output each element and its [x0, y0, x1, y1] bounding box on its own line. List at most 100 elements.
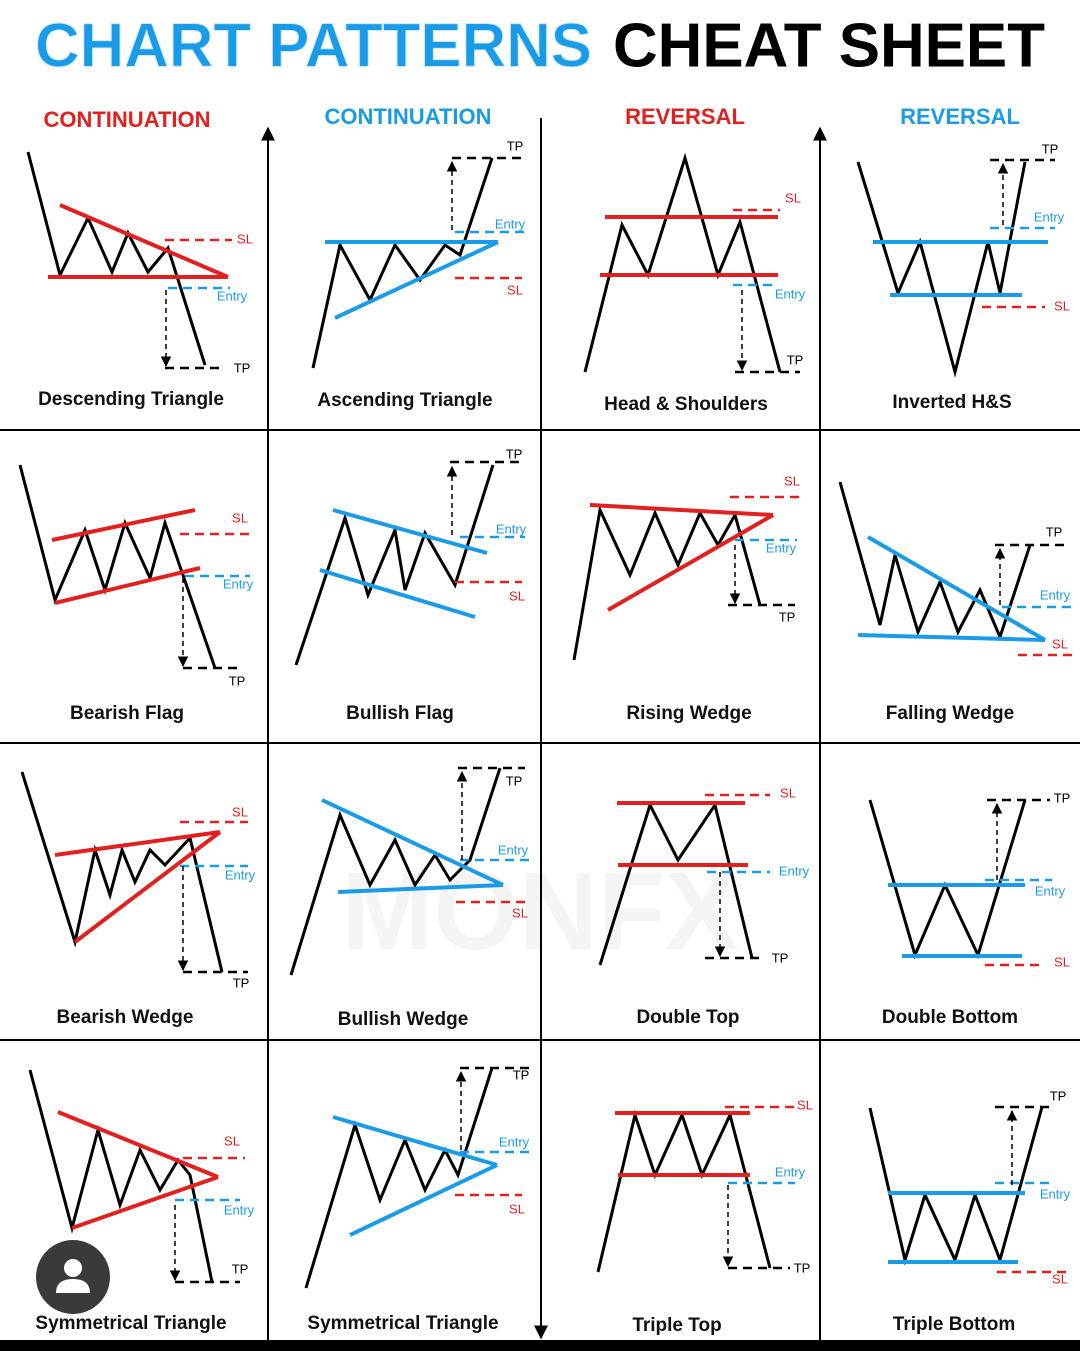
pattern-cell: SL Entry TP Head & Shoulders [583, 152, 806, 415]
grid-lines [0, 118, 1080, 1340]
pattern-line [51, 508, 196, 542]
pattern-cell: SL Entry TP Bearish Wedge [20, 771, 256, 1028]
pattern-cell: SL Entry TP Bearish Flag [18, 464, 254, 724]
sl-label: SL [509, 1201, 525, 1216]
tp-label: TP [772, 950, 789, 965]
price-path [28, 1069, 214, 1283]
sl-label: SL [232, 804, 248, 819]
pattern-line [59, 203, 229, 279]
pattern-line [332, 1115, 498, 1167]
price-path [583, 152, 782, 373]
tp-label: TP [1046, 524, 1063, 539]
entry-label: Entry [1040, 587, 1071, 602]
pattern-name: Falling Wedge [886, 703, 1014, 724]
pattern-cell: SL Entry TP Double Bottom [868, 790, 1071, 1028]
pattern-line [866, 535, 1047, 642]
avatar-head [64, 1259, 82, 1277]
entry-label: Entry [495, 216, 526, 231]
price-path [311, 157, 494, 369]
pattern-name: Bearish Wedge [57, 1007, 194, 1028]
entry-label: Entry [499, 1134, 530, 1149]
sl-label: SL [507, 282, 523, 297]
entry-label: Entry [496, 521, 527, 536]
entry-label: Entry [775, 286, 806, 301]
price-path [304, 1067, 494, 1289]
entry-label: Entry [775, 1164, 806, 1179]
pattern-line [71, 1175, 219, 1230]
pattern-name: Rising Wedge [626, 703, 751, 724]
price-path [294, 464, 495, 666]
pattern-name: Descending Triangle [38, 389, 224, 410]
entry-label: Entry [1040, 1186, 1071, 1201]
pattern-line [54, 830, 221, 857]
pattern-line [321, 798, 504, 887]
tp-label: TP [229, 673, 246, 688]
pattern-cell: SL Entry TP Rising Wedge [572, 473, 800, 724]
pattern-name: Symmetrical Triangle [35, 1313, 226, 1334]
pattern-line [607, 513, 774, 612]
pattern-name: Bearish Flag [70, 703, 184, 724]
column-header: CONTINUATION [43, 107, 210, 132]
sl-label: SL [237, 231, 253, 246]
entry-label: Entry [779, 863, 810, 878]
tp-label: TP [233, 975, 250, 990]
price-path [20, 771, 224, 973]
pattern-cell: SL Entry TP Bullish Flag [294, 446, 527, 724]
sl-label: SL [1054, 954, 1070, 969]
sl-label: SL [1052, 636, 1068, 651]
pattern-line [334, 240, 499, 320]
pattern-name: Head & Shoulders [604, 394, 768, 415]
price-path [572, 504, 762, 661]
title-part2: CHEAT SHEET [613, 11, 1045, 80]
pattern-cell: SL Entry TP Double Top [598, 785, 810, 1028]
avatar-body [56, 1279, 90, 1293]
entry-label: Entry [1035, 883, 1066, 898]
price-path [598, 801, 754, 966]
entry-label: Entry [223, 576, 254, 591]
sl-label: SL [797, 1097, 813, 1112]
pattern-cell: SL Entry TP Inverted H&S [856, 141, 1070, 413]
sl-label: SL [1052, 1271, 1068, 1286]
pattern-line [589, 503, 774, 517]
entry-label: Entry [217, 288, 248, 303]
price-path [18, 464, 217, 669]
pattern-cell: SL Entry TP Triple Top [596, 1097, 813, 1336]
pattern-cell: SL Entry TP Descending Triangle [26, 151, 253, 410]
tp-label: TP [1054, 790, 1071, 805]
pattern-line [337, 883, 504, 894]
pattern-name: Double Top [636, 1007, 739, 1028]
sl-label: SL [1054, 298, 1070, 313]
tp-label: TP [234, 360, 251, 375]
entry-label: Entry [498, 842, 529, 857]
pattern-line [857, 633, 1046, 642]
entry-label: Entry [766, 540, 797, 555]
sl-label: SL [785, 190, 801, 205]
pattern-cell: SL Entry TP Bullish Wedge [289, 766, 530, 1030]
sl-label: SL [784, 473, 800, 488]
entry-label: Entry [225, 867, 256, 882]
pattern-name: Triple Bottom [893, 1314, 1015, 1335]
tp-label: TP [506, 773, 523, 788]
pattern-cell: SL Entry TP Triple Bottom [868, 1088, 1071, 1335]
pattern-cell: SL Entry TP Falling Wedge [838, 481, 1072, 724]
tp-label: TP [779, 609, 796, 624]
sl-label: SL [232, 510, 248, 525]
pattern-cells: SL Entry TP Descending Triangle SL Entry TP Asc… [18, 138, 1072, 1336]
column-header: REVERSAL [625, 104, 745, 129]
pattern-cell: SL Entry TP Symmetrical Triangle [28, 1069, 255, 1334]
tp-label: TP [794, 1260, 811, 1275]
bottom-bar [0, 1340, 1080, 1351]
pattern-line [54, 566, 201, 605]
pattern-line [319, 568, 476, 619]
pattern-line [57, 1110, 219, 1179]
tp-label: TP [513, 1067, 530, 1082]
sl-label: SL [780, 785, 796, 800]
pattern-name: Ascending Triangle [317, 390, 492, 411]
pattern-line [349, 1163, 498, 1237]
entry-label: Entry [1034, 209, 1065, 224]
column-header: CONTINUATION [324, 104, 491, 129]
tp-label: TP [1050, 1088, 1067, 1103]
column-header: REVERSAL [900, 104, 1020, 129]
price-path [838, 481, 1032, 642]
entry-label: Entry [224, 1202, 255, 1217]
